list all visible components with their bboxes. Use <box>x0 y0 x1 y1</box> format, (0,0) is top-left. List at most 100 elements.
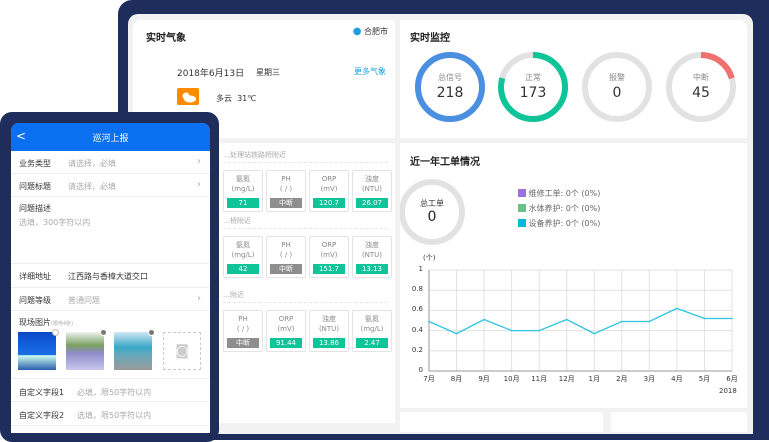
issue-level-field[interactable]: 问题等级 普通问题 › <box>11 288 210 311</box>
field-placeholder: 请选择，必填 <box>68 182 116 191</box>
field-placeholder: 必填，限50字符以内 <box>77 388 152 397</box>
sensor-value: 26.07 <box>356 198 388 208</box>
legend-swatch <box>518 189 526 197</box>
data-point <box>648 320 651 323</box>
sensor-name: 浊度 <box>365 175 379 183</box>
weather-date: 2018年6月13日 <box>177 69 245 79</box>
photos-title: 现场图片 <box>19 318 51 327</box>
legend-label: 水体养护: <box>528 204 564 213</box>
address-field[interactable]: 详细地址 江西路与香樟大道交口 <box>11 264 210 288</box>
sensor-name: PH <box>238 315 248 323</box>
sensor-tile[interactable]: 氨氮 (mg/L) 2.47 <box>352 310 392 352</box>
weather-condition: 多云 <box>216 94 232 103</box>
photo-thumbnail[interactable] <box>18 329 59 370</box>
field-label: 问题描述 <box>19 204 51 213</box>
field-value: 普通问题 <box>68 296 100 305</box>
sensor-tile[interactable]: PH ( / ) 中断 <box>223 310 263 352</box>
x-tick-label: 8月 <box>450 375 463 383</box>
sensor-tile[interactable]: ORP (mV) 120.7 <box>309 170 349 212</box>
sensor-tile[interactable]: ORP (mV) 91.44 <box>266 310 306 352</box>
divider <box>223 228 388 229</box>
gauge-label: 正常 <box>525 73 541 82</box>
sensor-tile[interactable]: 浊度 (NTU) 26.07 <box>352 170 392 212</box>
series-line <box>428 307 732 335</box>
sensor-tile[interactable]: PH ( / ) 中断 <box>266 236 306 278</box>
monitor-card: 实时监控 总信号 218 正常 173 报警 0 中断 45 <box>400 20 747 138</box>
sensor-tile[interactable]: 氨氮 (mg/L) 42 <box>223 236 263 278</box>
chevron-right-icon: › <box>197 293 201 304</box>
y-axis-unit: (个) <box>423 254 436 262</box>
sensor-unit: (mV) <box>277 325 295 333</box>
sensor-unit: (mV) <box>320 251 338 259</box>
sensor-name: 氨氮 <box>236 241 250 249</box>
legend-label: 维修工单: <box>528 189 564 198</box>
add-photo-button[interactable]: ◙ <box>163 332 201 370</box>
business-type-field[interactable]: 业务类型 请选择，必填 › <box>11 151 210 174</box>
sensor-value: 中断 <box>270 198 302 208</box>
chevron-right-icon: › <box>197 179 201 190</box>
issue-description-field[interactable]: 问题描述 选填，300字符以内 <box>11 197 210 264</box>
sensor-name: ORP <box>321 175 337 183</box>
station-name: …桥附近 <box>223 217 251 225</box>
gauge-group: 总信号 218 正常 173 报警 0 中断 45 <box>415 52 736 122</box>
sensor-unit: (mV) <box>320 185 338 193</box>
sensor-name: ORP <box>321 241 337 249</box>
x-tick-label: 5月 <box>698 375 711 383</box>
sensor-tile[interactable]: ORP (mV) 151.7 <box>309 236 349 278</box>
divider <box>223 302 388 303</box>
legend-swatch <box>518 204 526 212</box>
phone-title: 巡河上报 <box>92 134 129 144</box>
sensor-value: 13.86 <box>313 338 345 348</box>
legend-label: 设备养护: <box>528 219 564 228</box>
data-point <box>538 329 540 332</box>
more-weather-link[interactable]: 更多气象 <box>354 67 386 76</box>
x-tick-label: 2月 <box>616 375 628 383</box>
total-order-donut <box>400 179 465 245</box>
remove-photo-icon[interactable] <box>100 329 107 336</box>
sensor-unit: (NTU) <box>361 185 383 193</box>
sensor-tile[interactable]: 浊度 (NTU) 13.13 <box>352 236 392 278</box>
sensor-name: ORP <box>278 315 294 323</box>
partly-cloudy-icon <box>177 88 199 105</box>
sensor-value: 13.13 <box>356 264 388 274</box>
x-tick-label: 3月 <box>643 375 656 383</box>
total-order-label: 总工单 <box>420 199 444 208</box>
chevron-right-icon: › <box>197 156 201 167</box>
y-tick-label: 0.6 <box>411 305 423 314</box>
work-order-title: 近一年工单情况 <box>410 157 480 168</box>
divider <box>223 162 388 163</box>
photo-thumbnail[interactable] <box>114 329 155 370</box>
sensor-unit: ( / ) <box>279 251 293 259</box>
y-tick-label: 0.2 <box>411 345 423 354</box>
data-point <box>428 320 430 323</box>
sensor-tile[interactable]: 浊度 (NTU) 13.86 <box>309 310 349 352</box>
field-value: 江西路与香樟大道交口 <box>68 272 148 281</box>
weather-weekday: 星期三 <box>256 68 280 77</box>
data-point <box>676 307 678 310</box>
sensor-unit: (mg/L) <box>231 185 255 193</box>
custom-field-2[interactable]: 自定义字段2 选填，限50字符以内 <box>11 402 210 426</box>
legend-value: 0个 (0%) <box>565 189 601 198</box>
issue-title-field[interactable]: 问题标题 请选择，必填 › <box>11 174 210 197</box>
gauge-value: 218 <box>437 85 464 101</box>
sensor-tile[interactable]: PH ( / ) 中断 <box>266 170 306 212</box>
location-selector[interactable]: ● 合肥市 <box>353 26 388 37</box>
custom-field-1[interactable]: 自定义字段1 必填，限50字符以内 <box>11 378 210 402</box>
legend-item: 维修工单: 0个 (0%) <box>518 188 600 199</box>
back-icon[interactable]: < <box>16 129 27 143</box>
gauge-arc <box>498 52 568 122</box>
legend-value: 0个 (0%) <box>565 204 601 213</box>
sensor-unit: ( / ) <box>236 325 250 333</box>
sensor-tile[interactable]: 氨氮 (mg/L) 71 <box>223 170 263 212</box>
sensor-name: 氨氮 <box>365 315 379 323</box>
remove-photo-icon[interactable] <box>52 329 59 336</box>
data-point <box>593 332 596 335</box>
remove-photo-icon[interactable] <box>148 329 155 336</box>
gauge-arc <box>415 52 485 122</box>
data-point <box>731 317 733 320</box>
sensor-unit: (mg/L) <box>231 251 255 259</box>
photo-thumbnail[interactable] <box>66 329 107 370</box>
field-label: 问题等级 <box>19 296 51 305</box>
legend-item: 水体养护: 0个 (0%) <box>518 203 600 214</box>
data-point <box>703 317 706 320</box>
